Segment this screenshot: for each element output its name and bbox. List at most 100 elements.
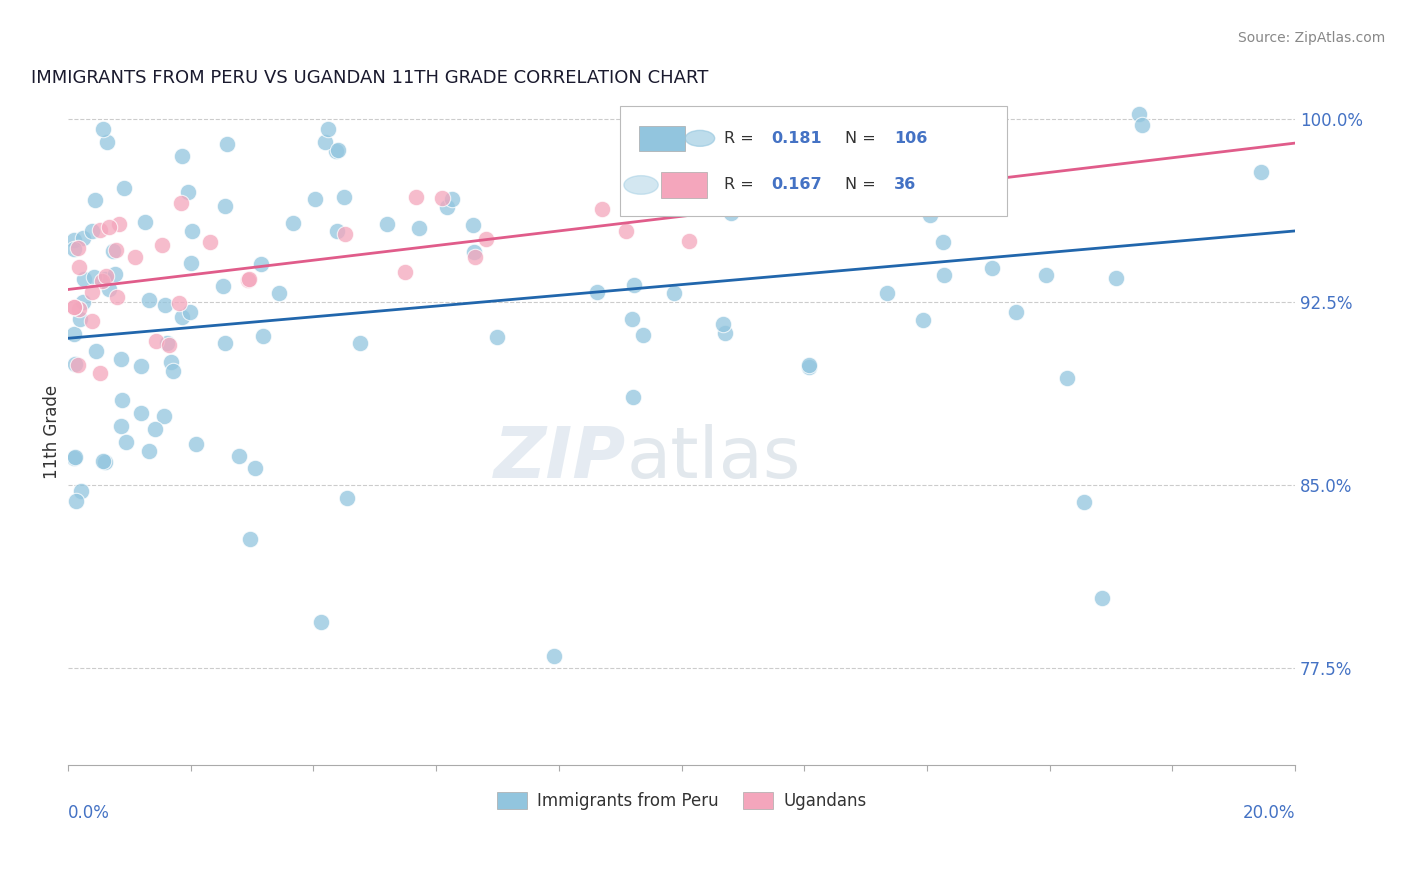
Point — [267, 285, 290, 300]
Point — [172, 149, 194, 163]
Point — [932, 235, 955, 249]
Point — [304, 192, 326, 206]
Point — [65, 357, 87, 371]
Point — [623, 277, 645, 292]
Point — [155, 298, 177, 312]
Point — [620, 312, 643, 326]
Point — [124, 250, 146, 264]
Point — [93, 455, 115, 469]
Point — [773, 159, 796, 173]
Point — [150, 238, 173, 252]
Point — [486, 330, 509, 344]
Point — [1128, 107, 1150, 121]
Point — [107, 217, 129, 231]
Point — [89, 223, 111, 237]
Point — [110, 418, 132, 433]
Point — [799, 360, 821, 375]
Circle shape — [685, 130, 714, 146]
Point — [1056, 370, 1078, 384]
Point — [405, 189, 427, 203]
Point — [586, 285, 609, 299]
Point — [63, 300, 86, 314]
Point — [63, 301, 86, 315]
Point — [408, 221, 430, 235]
Point — [63, 233, 86, 247]
Text: 0.0%: 0.0% — [67, 805, 110, 822]
Point — [212, 278, 235, 293]
Text: atlas: atlas — [626, 425, 801, 493]
Text: ZIP: ZIP — [494, 425, 626, 493]
Point — [326, 224, 349, 238]
Point — [97, 219, 120, 234]
Point — [934, 268, 956, 282]
FancyBboxPatch shape — [620, 106, 1007, 216]
Point — [67, 358, 90, 372]
Point — [63, 450, 86, 464]
Point — [616, 107, 638, 121]
Point — [325, 145, 347, 159]
Point — [114, 435, 136, 450]
Point — [169, 195, 191, 210]
Point — [463, 250, 485, 264]
Text: N =: N = — [845, 178, 880, 193]
Y-axis label: 11th Grade: 11th Grade — [44, 385, 60, 479]
Point — [63, 326, 86, 341]
Point — [678, 234, 700, 248]
Point — [621, 390, 644, 404]
Point — [67, 302, 90, 317]
Point — [63, 450, 86, 465]
Point — [283, 217, 305, 231]
Point — [65, 493, 87, 508]
Point — [143, 422, 166, 436]
Point — [799, 358, 821, 372]
Point — [1005, 305, 1028, 319]
Point — [591, 202, 613, 216]
Text: R =: R = — [724, 178, 759, 193]
Point — [463, 245, 485, 260]
Point — [93, 454, 115, 468]
Legend: Immigrants from Peru, Ugandans: Immigrants from Peru, Ugandans — [489, 785, 873, 817]
Point — [1130, 118, 1153, 132]
Point — [69, 484, 91, 499]
Point — [138, 293, 160, 307]
Point — [101, 244, 124, 258]
Point — [83, 193, 105, 207]
Point — [129, 359, 152, 374]
Point — [245, 460, 267, 475]
Point — [876, 286, 898, 301]
Point — [84, 344, 107, 359]
Point — [63, 242, 86, 256]
Bar — [661, 172, 707, 198]
Point — [309, 615, 332, 630]
Point — [912, 313, 935, 327]
Point — [1073, 495, 1095, 509]
Point — [238, 272, 260, 286]
Point — [543, 649, 565, 664]
Point — [72, 231, 94, 245]
Point — [335, 227, 357, 241]
Point — [82, 285, 104, 299]
Point — [111, 392, 134, 407]
Point — [441, 192, 464, 206]
Point — [614, 224, 637, 238]
Bar — [638, 126, 685, 151]
Point — [228, 449, 250, 463]
Point — [73, 272, 96, 286]
Point — [112, 180, 135, 194]
Circle shape — [624, 176, 658, 194]
Point — [463, 218, 485, 232]
Point — [326, 143, 349, 157]
Point — [90, 274, 112, 288]
Point — [156, 336, 179, 351]
Point — [180, 255, 202, 269]
Point — [162, 364, 184, 378]
Text: Source: ZipAtlas.com: Source: ZipAtlas.com — [1237, 31, 1385, 45]
Point — [184, 437, 207, 451]
Point — [714, 326, 737, 340]
Point — [981, 261, 1004, 276]
Point — [104, 267, 127, 281]
Point — [662, 285, 685, 300]
Point — [631, 328, 654, 343]
Text: 0.167: 0.167 — [770, 178, 821, 193]
Point — [80, 224, 103, 238]
